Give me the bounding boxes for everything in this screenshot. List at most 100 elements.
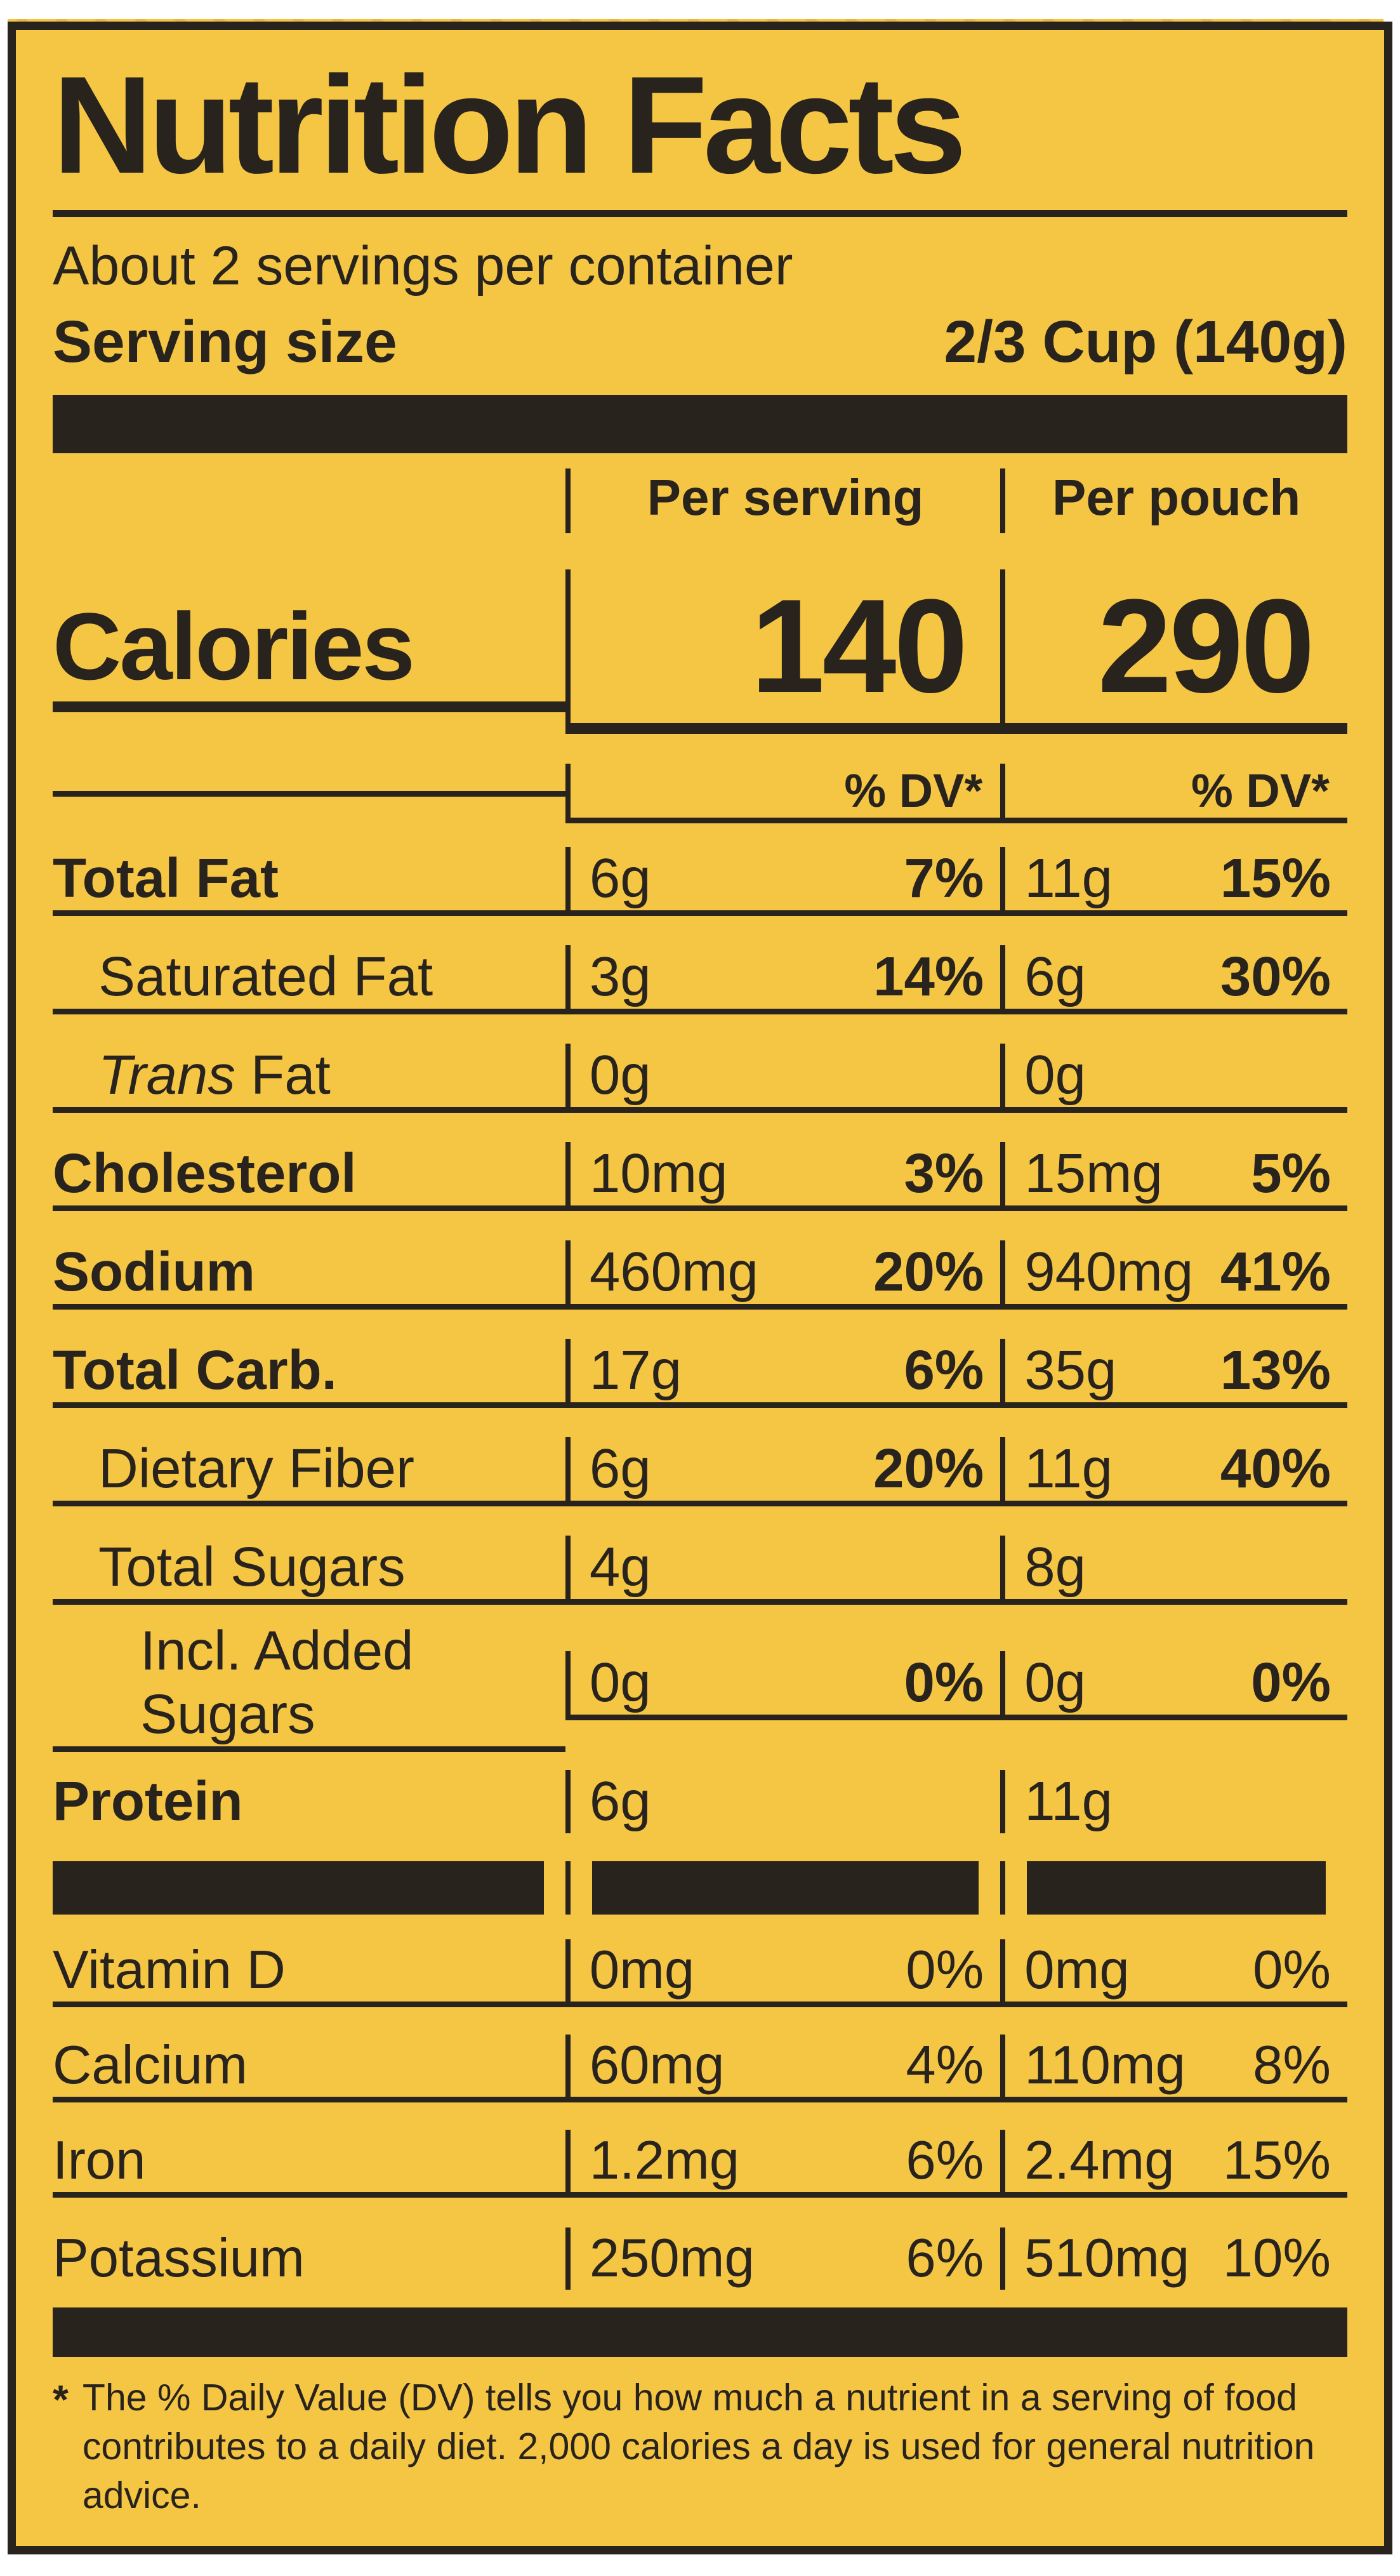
nutrient-amount: 35g xyxy=(1024,1339,1117,1402)
separator-bar xyxy=(591,1861,979,1915)
nutrient-name: Total Carb. xyxy=(53,1339,337,1402)
nutrient-amount: 0g xyxy=(1024,1044,1086,1106)
nutrient-row-total-carb: Total Carb. 17g 6% 35g 13% xyxy=(53,1324,1347,1423)
dv-header-serving: % DV* xyxy=(565,764,1001,824)
nutrient-dv: 20% xyxy=(873,1438,984,1500)
nutrient-name: Sodium xyxy=(53,1241,255,1303)
nutrient-row-total-fat: Total Fat 6g 7% 11g 15% xyxy=(53,832,1347,931)
nutrient-amount: 1.2mg xyxy=(589,2130,740,2191)
nutrition-facts-label: Nutrition Facts About 2 servings per con… xyxy=(8,22,1392,2554)
nutrient-name: Trans Fat xyxy=(98,1044,331,1106)
nutrient-amount: 2.4mg xyxy=(1024,2130,1175,2191)
nutrient-name: Calcium xyxy=(53,2035,248,2095)
nutrient-name: Iron xyxy=(53,2130,146,2191)
nutrient-dv: 6% xyxy=(906,2130,984,2191)
nutrient-name: Total Fat xyxy=(53,847,279,910)
nutrient-dv: 15% xyxy=(1220,847,1331,910)
serving-size-label: Serving size xyxy=(53,309,397,375)
nutrient-dv: 8% xyxy=(1253,2035,1331,2095)
nutrient-row-sodium: Sodium 460mg 20% 940mg 41% xyxy=(53,1226,1347,1324)
nutrient-dv: 6% xyxy=(904,1339,984,1402)
nutrient-dv: 0% xyxy=(906,1939,984,2000)
nutrient-name: Protein xyxy=(53,1770,243,1832)
nutrient-row-total-sugars: Total Sugars 4g 8g xyxy=(53,1521,1347,1619)
nutrient-amount: 11g xyxy=(1024,1438,1113,1500)
serving-size-row: Serving size 2/3 Cup (140g) xyxy=(53,308,1347,376)
nutrient-row-trans-fat: Trans Fat 0g 0g xyxy=(53,1029,1347,1127)
nutrient-amount: 510mg xyxy=(1024,2228,1190,2289)
nutrient-amount: 460mg xyxy=(589,1241,758,1303)
separator-bar xyxy=(53,395,1347,454)
calories-row: Calories 140 290 xyxy=(53,548,1347,755)
nutrient-row-dietary-fiber: Dietary Fiber 6g 20% 11g 40% xyxy=(53,1423,1347,1521)
nutrient-dv: 30% xyxy=(1220,946,1331,1008)
nutrient-amount: 3g xyxy=(589,946,651,1008)
nutrient-amount: 60mg xyxy=(589,2035,725,2095)
nutrient-amount: 15mg xyxy=(1024,1143,1163,1205)
nutrient-row-cholesterol: Cholesterol 10mg 3% 15mg 5% xyxy=(53,1127,1347,1226)
nutrient-dv: 14% xyxy=(873,946,984,1008)
nutrient-amount: 11g xyxy=(1024,1770,1113,1832)
nutrient-name: Cholesterol xyxy=(53,1143,357,1205)
label-title: Nutrition Facts xyxy=(53,48,967,202)
nutrient-row-protein: Protein 6g 11g xyxy=(53,1752,1347,1850)
calories-label: Calories xyxy=(53,592,565,712)
nutrient-amount: 110mg xyxy=(1024,2035,1185,2095)
nutrient-row-added-sugars: Incl. Added Sugars 0g 0% 0g 0% xyxy=(53,1619,1347,1753)
calories-per-serving-value: 140 xyxy=(565,569,1001,734)
nutrient-row-saturated-fat: Saturated Fat 3g 14% 6g 30% xyxy=(53,931,1347,1029)
nutrient-name: Total Sugars xyxy=(98,1536,406,1598)
nutrient-dv: 7% xyxy=(904,847,984,910)
nutrient-amount: 940mg xyxy=(1024,1241,1194,1303)
separator-bar xyxy=(1027,1861,1326,1915)
micronutrient-row-iron: Iron 1.2mg 6% 2.4mg 15% xyxy=(53,2116,1347,2211)
nutrient-amount: 8g xyxy=(1024,1536,1086,1598)
nutrient-dv: 13% xyxy=(1220,1339,1331,1402)
nutrient-amount: 0g xyxy=(589,1044,651,1106)
nutrient-dv: 40% xyxy=(1220,1438,1331,1500)
nutrient-dv: 10% xyxy=(1222,2228,1331,2289)
nutrient-amount: 6g xyxy=(589,1770,651,1832)
nutrition-table: Per serving Per pouch Calories 140 290 %… xyxy=(53,453,1347,2306)
nutrient-name: Potassium xyxy=(53,2228,305,2289)
nutrient-dv: 3% xyxy=(904,1143,984,1205)
footnote-marker: * xyxy=(53,2377,69,2423)
nutrient-dv: 0% xyxy=(1251,1652,1331,1714)
nutrient-dv: 20% xyxy=(873,1241,984,1303)
separator-bar xyxy=(53,2307,1347,2358)
footnote: * The % Daily Value (DV) tells you how m… xyxy=(53,2374,1347,2520)
nutrient-amount: 0mg xyxy=(1024,1939,1130,2000)
serving-size-value: 2/3 Cup (140g) xyxy=(944,309,1347,375)
protein-separator-bars xyxy=(53,1850,1347,1925)
nutrient-amount: 11g xyxy=(1024,847,1113,910)
column-header-row: Per serving Per pouch xyxy=(53,453,1347,548)
nutrient-name: Dietary Fiber xyxy=(98,1438,414,1500)
micronutrient-row-vitamin-d: Vitamin D 0mg 0% 0mg 0% xyxy=(53,1925,1347,2021)
nutrient-name: Vitamin D xyxy=(53,1939,286,2000)
nutrient-amount: 10mg xyxy=(589,1143,728,1205)
nutrient-amount: 0mg xyxy=(589,1939,695,2000)
nutrient-amount: 17g xyxy=(589,1339,682,1402)
nutrient-amount: 0g xyxy=(1024,1652,1086,1714)
servings-per-container: About 2 servings per container xyxy=(53,236,793,297)
nutrient-amount: 0g xyxy=(589,1652,651,1714)
nutrient-amount: 6g xyxy=(589,1438,651,1500)
nutrient-dv: 41% xyxy=(1220,1241,1331,1303)
nutrient-dv: 0% xyxy=(904,1652,984,1714)
micronutrient-row-calcium: Calcium 60mg 4% 110mg 8% xyxy=(53,2021,1347,2116)
nutrient-dv: 5% xyxy=(1251,1143,1331,1205)
column-header-per-pouch: Per pouch xyxy=(1000,468,1347,534)
dv-header-pouch: % DV* xyxy=(1000,764,1347,824)
title-divider xyxy=(53,210,1347,218)
nutrient-amount: 4g xyxy=(589,1536,651,1598)
calories-per-pouch-value: 290 xyxy=(1000,569,1347,734)
nutrient-amount: 250mg xyxy=(589,2228,755,2289)
dv-header-row: % DV* % DV* xyxy=(53,755,1347,832)
nutrient-amount: 6g xyxy=(1024,946,1086,1008)
nutrient-dv: 6% xyxy=(906,2228,984,2289)
nutrient-name: Incl. Added Sugars xyxy=(140,1620,414,1746)
nutrient-dv: 15% xyxy=(1222,2130,1331,2191)
nutrient-name: Saturated Fat xyxy=(98,946,433,1008)
separator-bar xyxy=(53,1861,544,1915)
